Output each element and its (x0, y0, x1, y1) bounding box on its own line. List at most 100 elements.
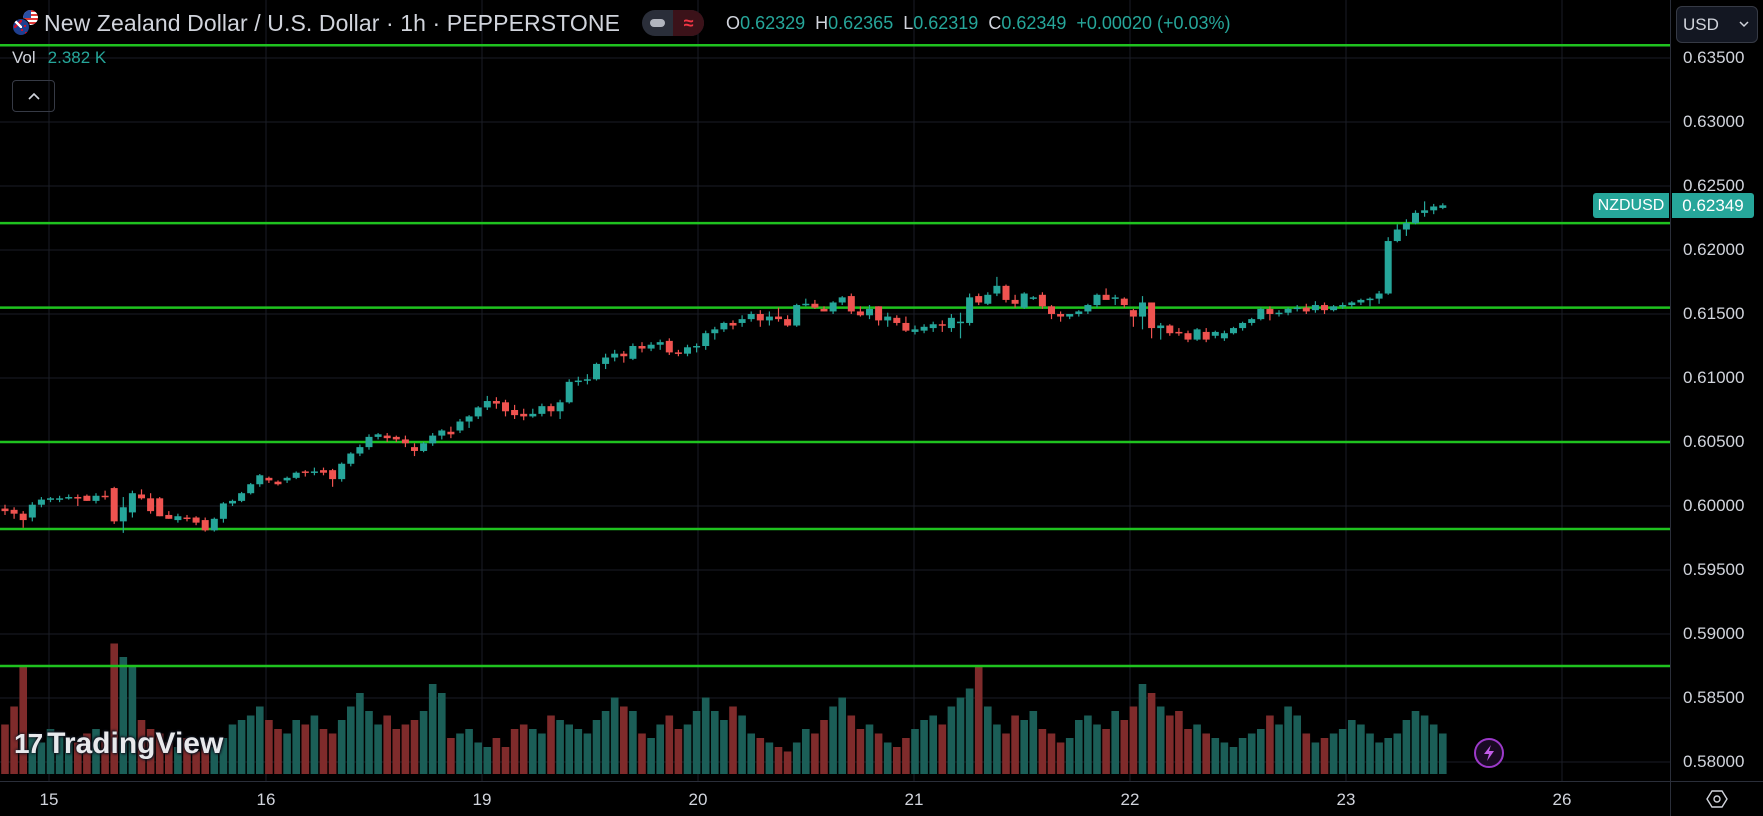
volume-value: 2.382 K (47, 48, 107, 67)
collapse-legend-button[interactable] (12, 80, 55, 112)
volume-bar (729, 706, 737, 774)
volume-bar (219, 738, 228, 774)
volume-bar (1147, 693, 1156, 774)
candle-body (1139, 302, 1146, 317)
volume-bar (328, 733, 337, 774)
candle-body (1111, 297, 1119, 299)
volume-bar (64, 738, 73, 774)
volume-bar (1, 724, 9, 774)
volume-bar (665, 715, 674, 774)
volume-bar (902, 738, 910, 774)
candle-body (229, 500, 236, 504)
volume-bar (1402, 720, 1411, 774)
volume-bar (1220, 742, 1229, 774)
volume-bar (1275, 724, 1283, 774)
candle-body (274, 481, 282, 485)
candle-body (110, 488, 118, 522)
candle-body (1148, 302, 1156, 329)
approx-icon[interactable]: ≈ (673, 10, 705, 36)
volume-bar (174, 747, 182, 774)
candle-body (583, 379, 591, 381)
candle-body (429, 435, 437, 444)
volume-bar (310, 715, 319, 774)
candle-body (1184, 333, 1192, 340)
candle-body (556, 402, 564, 412)
volume-bar (46, 729, 55, 774)
volume-bar (101, 738, 109, 774)
price-tick-label: 0.61000 (1683, 368, 1745, 387)
lightning-button[interactable] (1474, 738, 1504, 768)
volume-bar (783, 751, 792, 774)
candle-body (447, 431, 455, 435)
candle-body (101, 495, 109, 498)
candle-body (1375, 293, 1383, 299)
volume-bar (620, 706, 628, 774)
candle-body (438, 430, 446, 436)
volume-bar (256, 706, 264, 774)
currency-select[interactable]: USD (1676, 6, 1758, 43)
volume-bar (92, 729, 100, 774)
candle-body (1029, 297, 1037, 299)
price-tick-label: 0.59500 (1683, 560, 1745, 579)
volume-bar (201, 742, 209, 774)
volume-bar (583, 733, 592, 774)
volume-bar (192, 751, 200, 774)
candle-body (1257, 308, 1265, 320)
time-tick-label: 16 (256, 790, 276, 809)
volume-bar (428, 684, 437, 774)
volume-bar (146, 729, 155, 774)
volume-bar (1138, 684, 1147, 774)
candle-body (947, 317, 955, 329)
candle-body (693, 346, 701, 348)
candle-body (511, 410, 519, 416)
minimize-legend-button[interactable] (642, 10, 673, 36)
candle-body (920, 326, 928, 331)
price-axis[interactable]: USD 0.63500 0.63000 0.62500 0.62000 0.61500 0… (1670, 0, 1763, 781)
volume-label[interactable]: Vol (12, 48, 36, 67)
price-tick-label: 0.62500 (1683, 176, 1745, 195)
candle-body (902, 322, 910, 331)
chart-settings-button[interactable] (1670, 781, 1763, 816)
market-status-toggle[interactable]: ≈ (642, 10, 705, 36)
symbol-title[interactable]: New Zealand Dollar / U.S. Dollar · 1h · … (44, 9, 621, 36)
time-axis[interactable]: 15 16 19 20 21 22 23 26 (0, 781, 1670, 816)
volume-bar (965, 688, 974, 774)
tradingview-logo[interactable]: 17 TradingView (14, 727, 223, 761)
price-change: +0.00020 (+0.03%) (1076, 12, 1231, 33)
candle-body (529, 413, 537, 417)
candle-body (347, 453, 355, 464)
volume-bar (984, 706, 992, 774)
candle-body (856, 311, 864, 316)
volume-bar (556, 720, 564, 774)
chevron-up-icon (27, 92, 40, 100)
price-tick-label: 0.60500 (1683, 432, 1745, 451)
candle-body (128, 493, 136, 513)
volume-legend: Vol 2.382 K (12, 48, 106, 68)
volume-bar (1439, 733, 1447, 774)
time-tick-label: 22 (1120, 790, 1140, 809)
candle-body (638, 346, 646, 349)
volume-bar (1393, 733, 1402, 774)
volume-bar (1175, 711, 1183, 774)
volume-bar (501, 747, 510, 774)
volume-bar (993, 724, 1001, 774)
candle-body (411, 447, 418, 451)
candle-body (738, 319, 746, 323)
volume-bar (1193, 724, 1201, 774)
volume-bar (874, 733, 883, 774)
volume-bar (629, 711, 637, 774)
chart-pane[interactable]: New Zealand Dollar / U.S. Dollar · 1h · … (0, 0, 1670, 781)
volume-bar (438, 693, 446, 774)
candle-body (1230, 328, 1237, 334)
candle-body (1211, 331, 1219, 336)
volume-bar (1348, 720, 1356, 774)
candle-body (893, 317, 901, 323)
candle-body (1284, 308, 1292, 313)
candle-body (793, 305, 801, 326)
volume-bar (956, 697, 965, 774)
candle-body (283, 477, 291, 481)
candle-body (28, 504, 36, 518)
candlestick-chart[interactable] (0, 0, 1670, 781)
volume-bar (1002, 733, 1010, 774)
volume-bar (1011, 715, 1019, 774)
